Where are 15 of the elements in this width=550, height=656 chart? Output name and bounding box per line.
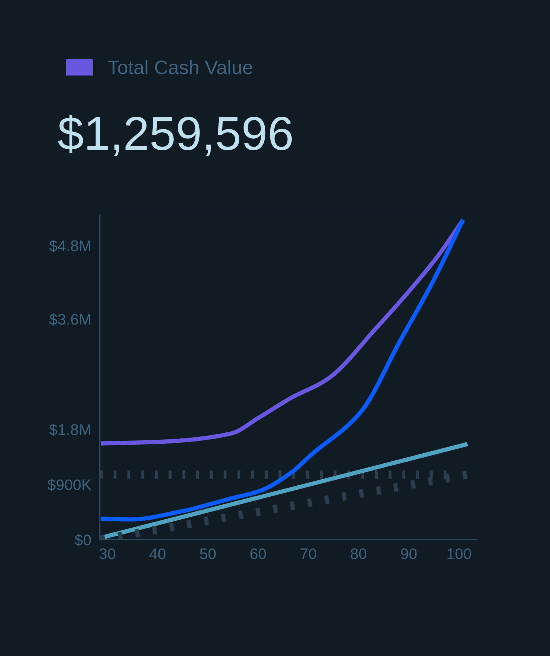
y-tick-label: $3.6M <box>49 314 91 326</box>
y-tick-label: $900K <box>48 478 92 492</box>
x-tick-label: 50 <box>200 548 216 560</box>
x-tick-label: 60 <box>250 548 266 560</box>
y-tick-label: $1.8M <box>49 424 91 436</box>
x-tick-label: 100 <box>448 548 472 560</box>
x-tick-label: 40 <box>150 548 166 560</box>
x-tick-label: 80 <box>350 548 367 560</box>
y-tick-label: $4.8M <box>49 240 91 252</box>
x-tick-label: 70 <box>300 548 316 560</box>
x-tick-label: 90 <box>401 548 417 560</box>
legend-label: Total Cash Value <box>108 60 253 75</box>
chart-title: $1,259,596 <box>58 115 292 156</box>
y-tick-label: $0 <box>74 534 92 546</box>
x-tick-label: 30 <box>100 548 116 560</box>
